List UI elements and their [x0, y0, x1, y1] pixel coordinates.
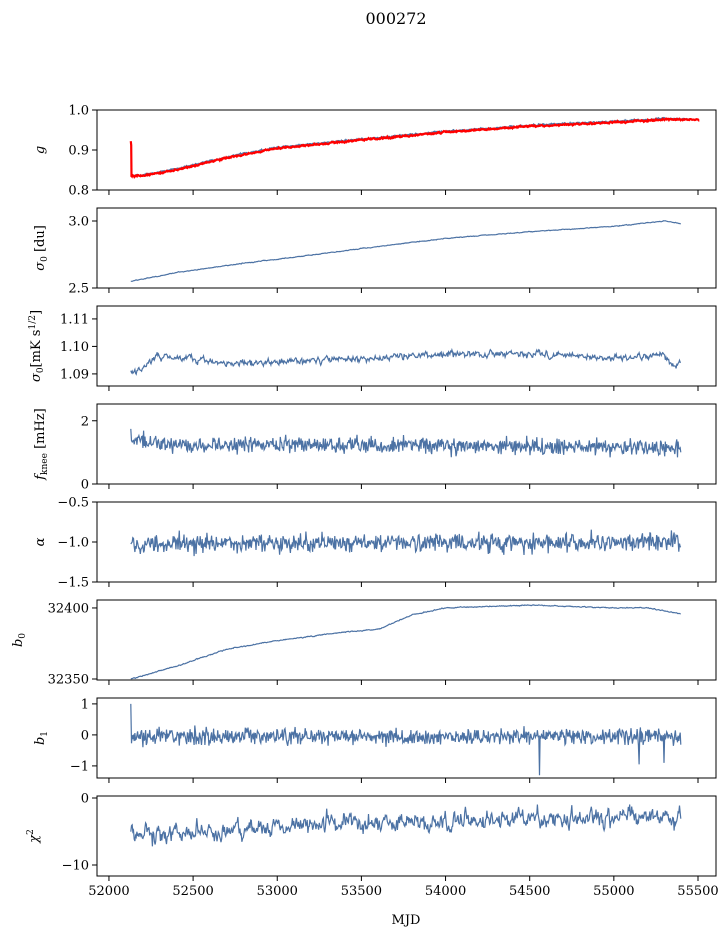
y-tick-label: 0.9 — [68, 144, 89, 159]
y-tick-label: 0.8 — [68, 184, 89, 199]
panel-sigma0-mk: 1.09 1.10 1.11 σ0[mK s1/2] — [28, 305, 717, 391]
axes-frame — [96, 403, 717, 485]
y-axis-label-sigma0-du: σ0 [du] — [33, 225, 50, 271]
x-tick-label: 54000 — [425, 884, 466, 899]
y-tick-label: −10 — [62, 859, 89, 874]
y-tick-label: 0 — [81, 728, 89, 743]
y-axis-label-chi2: χ2 — [26, 829, 42, 844]
y-tick-label: 0 — [81, 478, 89, 493]
panel-chi2: −10 0 52000 52500 53000 53500 54000 54500 55000 5… — [26, 792, 719, 899]
y-tick-label: −1.5 — [57, 576, 89, 591]
y-tick-label: 32350 — [48, 673, 89, 688]
y-tick-label: 3.0 — [68, 214, 89, 229]
y-tick-label: 1.11 — [60, 312, 89, 327]
series-line-alpha — [130, 529, 682, 557]
y-axis-label-g: g — [33, 146, 48, 154]
series-line-sigma0-du- — [130, 220, 681, 282]
y-tick-label: −0.5 — [57, 496, 89, 511]
series-line-chi2 — [130, 804, 682, 847]
y-tick-label: 1.10 — [60, 340, 89, 355]
panel-alpha: −1.5 −1.0 −0.5 α — [33, 496, 717, 591]
y-tick-label: 1 — [81, 697, 89, 712]
x-tick-label: 52000 — [88, 884, 129, 899]
axes-frame — [96, 599, 717, 681]
series-line-g — [130, 116, 695, 177]
y-axis-label-sigma0-mk: σ0[mK s1/2] — [28, 310, 46, 382]
axes-frame — [96, 697, 717, 779]
series-line-g-fit — [129, 117, 700, 179]
chart-title: 000272 — [365, 9, 426, 28]
x-tick-label: 53000 — [257, 884, 298, 899]
y-tick-label: 32400 — [48, 601, 89, 616]
axes-frame — [96, 305, 717, 387]
axes-frame — [96, 207, 717, 289]
y-tick-label: 2.5 — [68, 282, 89, 297]
x-tick-label: 53500 — [341, 884, 382, 899]
y-axis-label-b1: b1 — [33, 731, 50, 745]
y-tick-label: −1 — [70, 759, 89, 774]
panel-sigma0-du: 2.5 3.0 σ0 [du] — [33, 207, 717, 297]
series-line-b1 — [130, 703, 682, 776]
series-line-sigma0-mk-s-1-2- — [130, 347, 681, 376]
panel-g: 0.8 0.9 1.0 g — [33, 104, 717, 199]
x-tick-label: 55000 — [593, 884, 634, 899]
y-axis-label-b0: b0 — [11, 633, 28, 647]
panel-b0: 32350 32400 b0 — [11, 599, 717, 688]
x-tick-label: 54500 — [509, 884, 550, 899]
y-axis-label-fknee: fknee [mHz] — [33, 408, 50, 481]
y-tick-label: 2 — [81, 414, 89, 429]
x-tick-label: 52500 — [172, 884, 213, 899]
y-tick-label: 1.09 — [60, 367, 89, 382]
axes-frame — [96, 795, 717, 877]
x-tick-label: 55500 — [677, 884, 718, 899]
x-axis-label: MJD — [392, 913, 421, 928]
y-axis-label-alpha: α — [33, 537, 48, 546]
y-tick-label: 0 — [81, 792, 89, 807]
y-tick-label: −1.0 — [57, 536, 89, 551]
panel-fknee: 0 2 fknee [mHz] — [33, 403, 717, 493]
series-line-b0 — [130, 604, 681, 680]
series-line-fknee — [130, 428, 682, 458]
panel-b1: −1 0 1 b1 — [33, 697, 717, 783]
y-tick-label: 1.0 — [68, 104, 89, 119]
